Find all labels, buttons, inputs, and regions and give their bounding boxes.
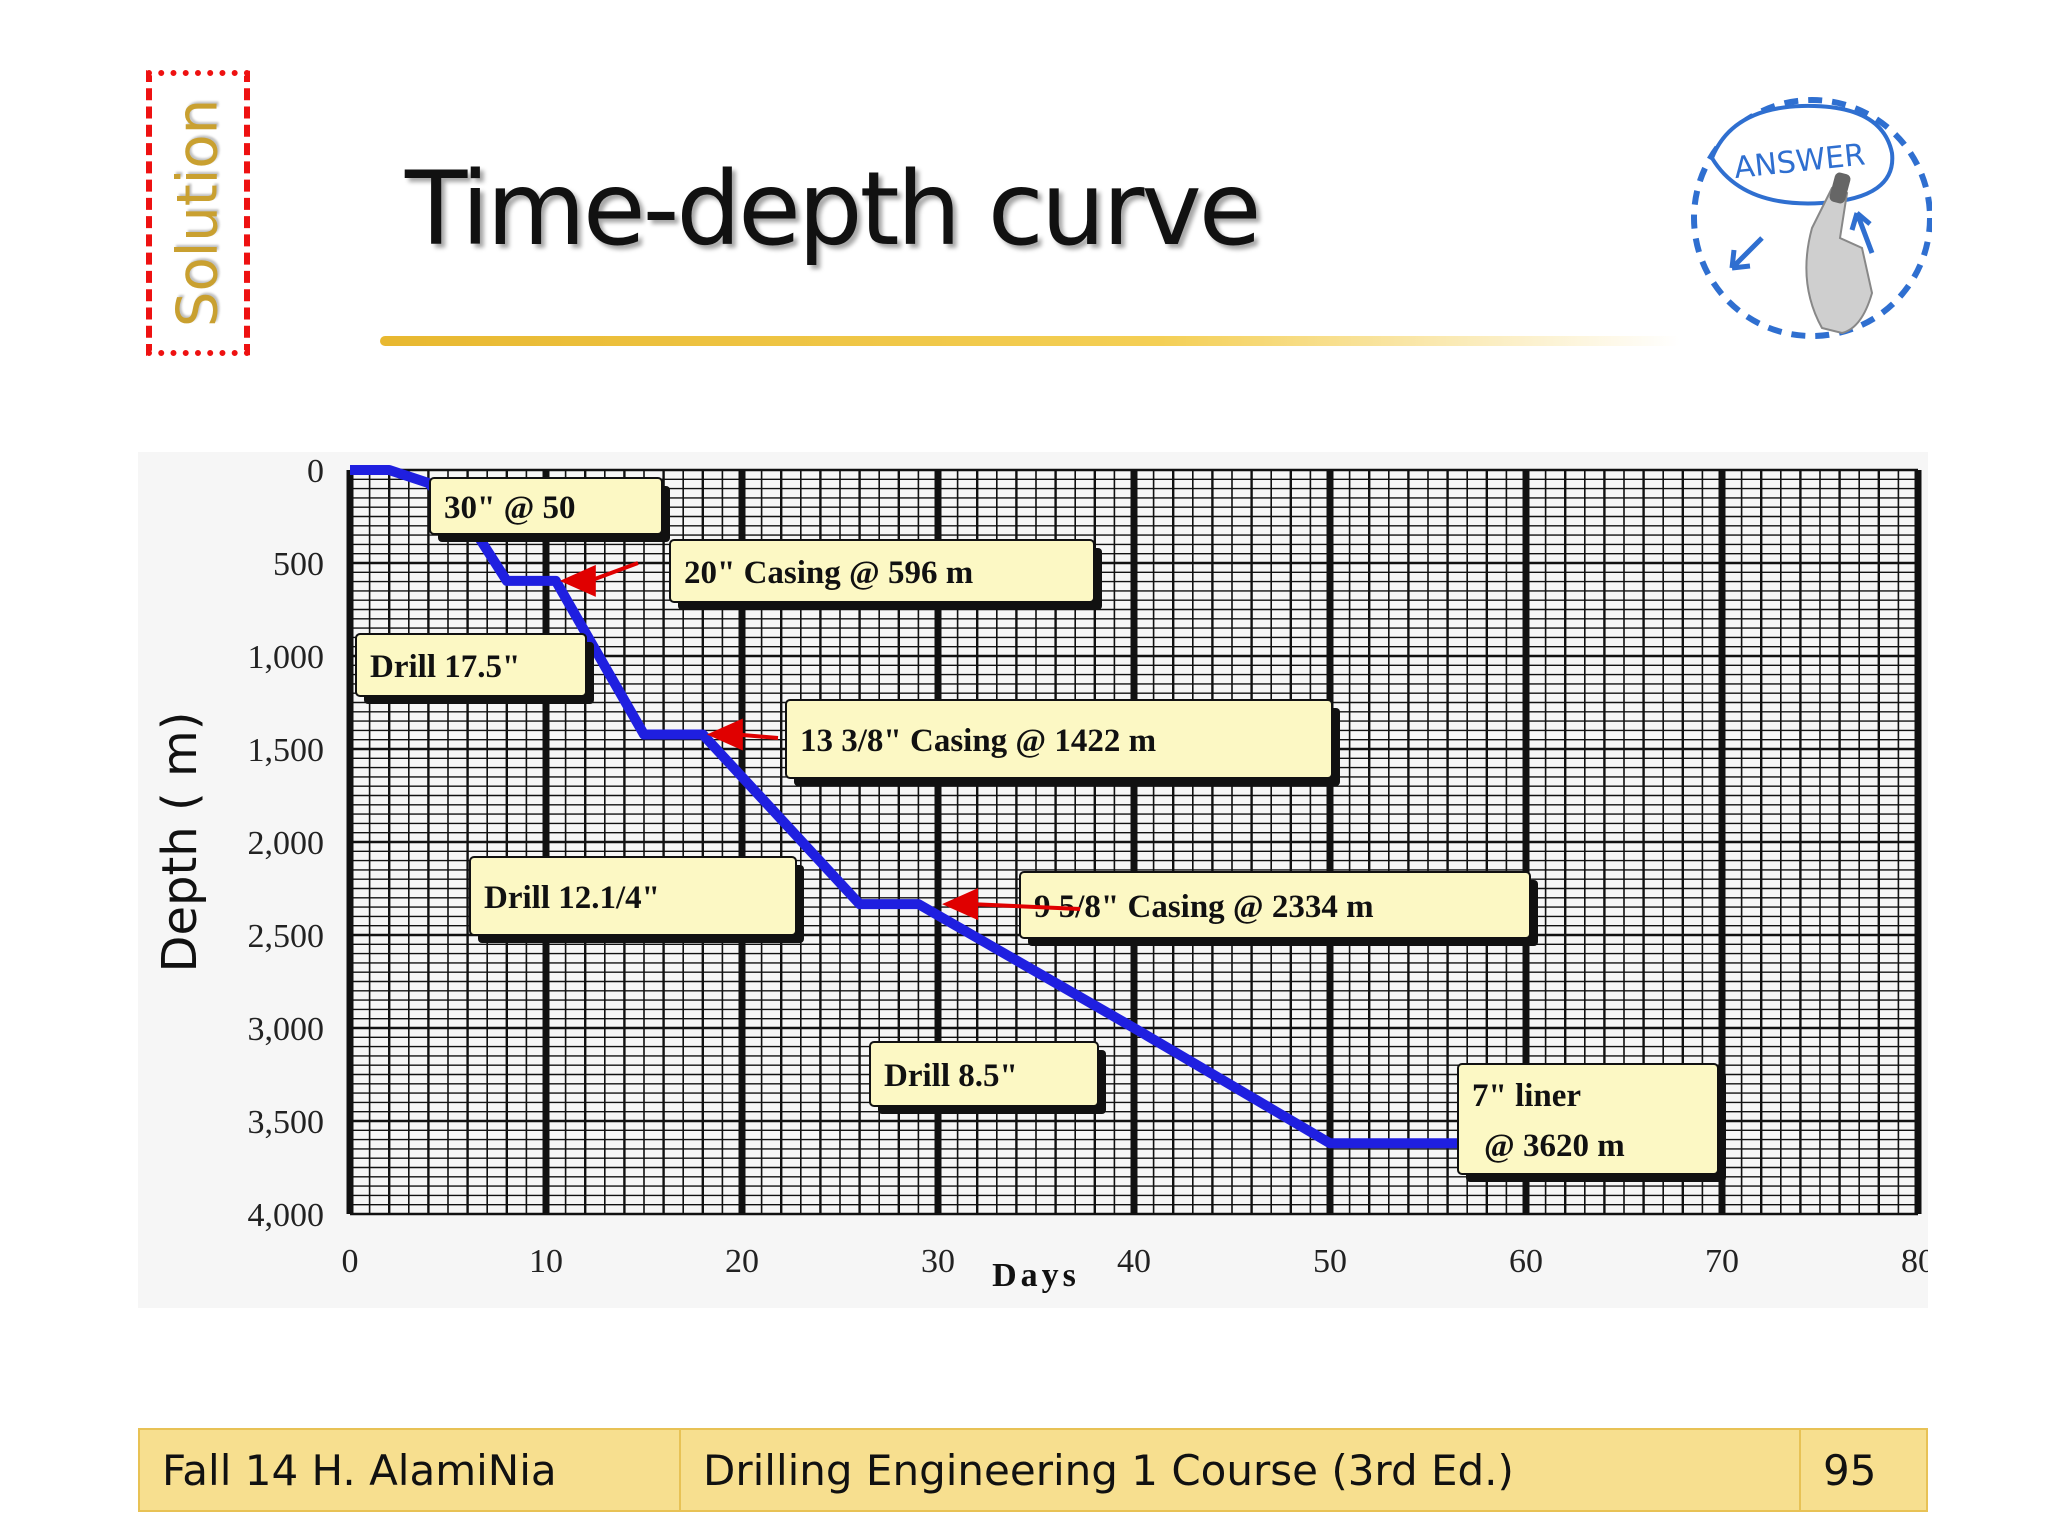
annotation-arrowhead [942, 888, 978, 921]
x-tick-label: 80 [1901, 1243, 1928, 1280]
y-tick-label: 3,500 [248, 1104, 325, 1141]
annotation-text: 7" liner [1472, 1078, 1581, 1114]
annotation-box [1457, 1063, 1719, 1175]
annotation-text: @ 3620 m [1484, 1128, 1625, 1164]
annotation-text: Drill 12.1/4" [484, 880, 660, 916]
annotation-box [429, 477, 663, 535]
y-axis-label: Depth ( m) [152, 712, 208, 973]
annotation-a5: Drill 12.1/4" [469, 856, 804, 943]
annotation-text: Drill 17.5" [370, 649, 520, 685]
x-tick-label: 10 [529, 1243, 563, 1280]
annotation-arrow-shaft [971, 902, 1081, 911]
depth-series-line [350, 465, 1468, 1149]
annotation-text: 30" @ 50 [444, 490, 576, 526]
y-tick-label: 2,000 [248, 825, 325, 862]
annotation-box [785, 699, 1333, 779]
time-depth-chart: 05001,0001,5002,0002,5003,0003,5004,000 … [138, 452, 1928, 1308]
annotation-text: 13 3/8" Casing @ 1422 m [800, 723, 1156, 759]
x-tick-label: 40 [1117, 1243, 1151, 1280]
x-axis-label: Days [992, 1257, 1080, 1294]
x-tick-label: 70 [1705, 1243, 1739, 1280]
title-underline [380, 336, 1680, 346]
annotation-box [869, 1041, 1099, 1107]
annotation-a2: 20" Casing @ 596 m [559, 539, 1102, 610]
annotation-a8: 7" liner @ 3620 m [1457, 1063, 1726, 1182]
y-tick-label: 1,000 [248, 639, 325, 676]
page-title: Time-depth curve [405, 150, 1262, 269]
footer-author: Fall 14 H. AlamiNia [140, 1430, 681, 1510]
x-tick-label: 60 [1509, 1243, 1543, 1280]
annotations: 30" @ 50 20" Casing @ 596 m Drill 17.5" 13 … [355, 477, 1726, 1182]
y-tick-label: 4,000 [248, 1197, 325, 1234]
y-tick-label: 1,500 [248, 732, 325, 769]
answer-badge-icon: ANSWER [1691, 97, 1932, 339]
annotation-arrowhead [706, 718, 743, 751]
annotation-arrow-shaft [589, 561, 639, 583]
y-tick-labels: 0 500 1,000 1,500 2,000 2,500 3,000 3,500 4,000 [248, 453, 325, 1234]
annotation-a4: 13 3/8" Casing @ 1422 m [706, 699, 1340, 786]
y-tick-label: 3,000 [248, 1011, 325, 1048]
y-tick-label: 500 [273, 546, 324, 583]
annotation-a7: Drill 8.5" [869, 1041, 1106, 1114]
annotation-box [669, 539, 1095, 603]
footer: Fall 14 H. AlamiNia Drilling Engineering… [138, 1428, 1928, 1512]
annotation-box [355, 633, 587, 697]
annotation-a3: Drill 17.5" [355, 633, 594, 704]
annotation-arrowhead [559, 564, 596, 597]
x-tick-labels: 0 10 20 30 40 50 60 70 80 [342, 1243, 1929, 1280]
x-tick-label: 30 [921, 1243, 955, 1280]
solution-tag: Solution [146, 70, 250, 356]
solution-label: Solution [165, 98, 231, 328]
footer-course: Drilling Engineering 1 Course (3rd Ed.) [681, 1430, 1801, 1510]
annotation-arrow-shaft [736, 732, 779, 740]
annotation-a6: 9 5/8" Casing @ 2334 m [942, 871, 1538, 946]
annotation-text: 9 5/8" Casing @ 2334 m [1034, 889, 1374, 925]
x-tick-label: 50 [1313, 1243, 1347, 1280]
annotation-text: 20" Casing @ 596 m [684, 555, 973, 591]
annotation-box [469, 856, 797, 936]
x-tick-label: 0 [342, 1243, 359, 1280]
y-tick-label: 0 [307, 453, 324, 490]
footer-page-number: 95 [1823, 1445, 1877, 1495]
x-tick-label: 20 [725, 1243, 759, 1280]
annotation-a1: 30" @ 50 [429, 477, 670, 542]
y-tick-label: 2,500 [248, 918, 325, 955]
annotation-text: Drill 8.5" [884, 1058, 1018, 1094]
